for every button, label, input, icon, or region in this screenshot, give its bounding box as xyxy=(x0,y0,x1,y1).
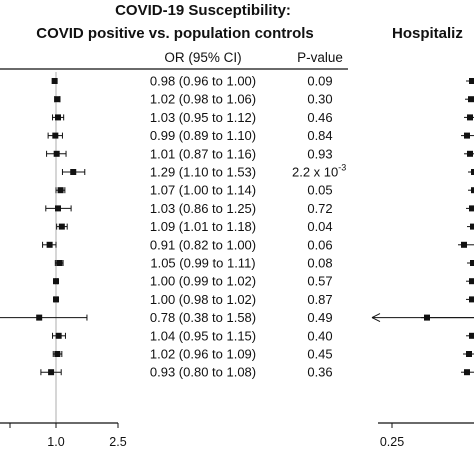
panel1-x-ticks: 1.0 2.5 xyxy=(9,423,127,449)
or-ci-label: 1.04 (0.95 to 1.15) xyxy=(150,328,256,343)
pvalue-label: 0.36 xyxy=(307,365,332,380)
panel2-x-ticks: 0.25 xyxy=(380,423,404,449)
or-point xyxy=(54,351,61,357)
x-tick-label: 0.25 xyxy=(380,435,404,449)
x-tick-label: 1.0 xyxy=(47,435,64,449)
or-point xyxy=(55,205,62,212)
or-ci-label: 1.07 (1.00 to 1.14) xyxy=(150,183,256,198)
pvalue-label: 0.84 xyxy=(307,128,332,143)
panel2-or-point xyxy=(468,96,474,103)
pvalue-label: 0.49 xyxy=(307,310,332,325)
panel2-or-point xyxy=(469,78,474,84)
or-point xyxy=(55,114,62,121)
or-point xyxy=(53,150,60,157)
panel2-or-point xyxy=(469,296,474,303)
pvalue-label: 0.46 xyxy=(307,110,332,125)
pvalue-label: 2.2 x 10-3 xyxy=(292,163,346,180)
panel2-or-point xyxy=(469,332,474,339)
or-ci-label: 1.02 (0.96 to 1.09) xyxy=(150,347,256,362)
or-ci-label: 0.98 (0.96 to 1.00) xyxy=(150,74,256,89)
or-point xyxy=(52,132,59,139)
panel2-or-point xyxy=(467,150,473,157)
or-point xyxy=(70,169,77,175)
or-point xyxy=(55,332,62,339)
or-ci-label: 0.99 (0.89 to 1.10) xyxy=(150,128,256,143)
or-ci-label: 1.03 (0.86 to 1.25) xyxy=(150,201,256,216)
or-point xyxy=(53,278,59,285)
pvalue-label: 0.87 xyxy=(307,292,332,307)
panel1-subtitle: COVID positive vs. population controls xyxy=(36,25,314,42)
panel2-or-point xyxy=(470,260,474,266)
or-ci-label: 0.91 (0.82 to 1.00) xyxy=(150,237,256,252)
or-column-header: OR (95% CI) xyxy=(164,50,241,65)
panel2-or-point xyxy=(470,223,474,230)
pvalue-label: 0.08 xyxy=(307,256,332,271)
panel2-or-point xyxy=(469,205,474,212)
or-point xyxy=(46,241,53,248)
pvalue-label: 0.04 xyxy=(307,219,332,234)
or-ci-label: 0.78 (0.38 to 1.58) xyxy=(150,310,256,325)
pvalue-column-header: P-value xyxy=(297,50,343,65)
panel1-title: COVID-19 Susceptibility: xyxy=(115,2,291,19)
or-ci-label: 1.01 (0.87 to 1.16) xyxy=(150,146,256,161)
or-ci-label: 1.00 (0.98 to 1.02) xyxy=(150,292,256,307)
or-point xyxy=(48,369,55,376)
panel2-or-point xyxy=(469,278,474,285)
or-point xyxy=(36,314,43,321)
or-point xyxy=(54,96,61,103)
pvalue-label: 0.30 xyxy=(307,92,332,107)
or-point xyxy=(53,296,59,303)
or-point xyxy=(51,78,58,84)
pvalue-label: 0.57 xyxy=(307,274,332,289)
pvalue-label: 0.05 xyxy=(307,183,332,198)
pvalue-label: 0.40 xyxy=(307,328,332,343)
or-point xyxy=(58,223,65,230)
or-ci-label: 1.02 (0.98 to 1.06) xyxy=(150,92,256,107)
pvalue-label: 0.72 xyxy=(307,201,332,216)
panel2-or-point xyxy=(471,169,474,175)
x-tick-label: 2.5 xyxy=(109,435,126,449)
or-ci-label: 1.03 (0.95 to 1.12) xyxy=(150,110,256,125)
panel1-plot xyxy=(0,72,88,423)
panel2-or-point xyxy=(466,351,472,357)
or-ci-label: 1.05 (0.99 to 1.11) xyxy=(150,256,255,271)
panel2-or-point xyxy=(464,132,470,139)
or-ci-label: 1.00 (0.99 to 1.02) xyxy=(150,274,256,289)
truncation-arrow-icon xyxy=(371,313,381,323)
panel2-plot xyxy=(371,78,474,376)
panel2-or-point xyxy=(464,369,470,376)
pvalue-label: 0.09 xyxy=(307,74,332,89)
or-point xyxy=(56,260,63,266)
or-ci-label: 1.29 (1.10 to 1.53) xyxy=(150,165,256,180)
pvalue-label: 0.06 xyxy=(307,237,332,252)
pvalue-label: 0.45 xyxy=(307,347,332,362)
panel2-or-point xyxy=(471,187,474,194)
or-point xyxy=(57,187,64,194)
panel2-or-point xyxy=(467,114,473,121)
or-ci-label: 1.09 (1.01 to 1.18) xyxy=(150,219,256,234)
panel1-table: 0.98 (0.96 to 1.00) 0.09 1.02 (0.98 to 1.0… xyxy=(150,74,346,380)
or-ci-label: 0.93 (0.80 to 1.08) xyxy=(150,365,256,380)
pvalue-label: 0.93 xyxy=(307,146,332,161)
panel2-or-point xyxy=(461,241,467,248)
panel2-title: Hospitaliz xyxy=(392,25,463,42)
